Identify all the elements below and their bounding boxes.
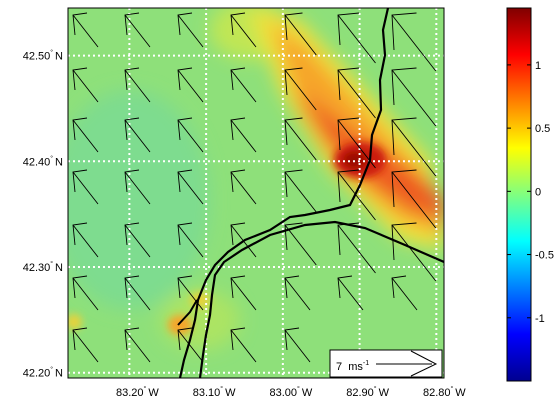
- coastline-east: [178, 8, 390, 378]
- wind-arrow-16: [177, 117, 204, 153]
- wind-arrow-5: [337, 12, 376, 64]
- wind-arrow-38: [230, 275, 257, 311]
- wind-arrow-8: [124, 67, 151, 103]
- wind-arrow-44: [177, 327, 204, 363]
- lat-label-2: 42.30° N: [23, 260, 63, 274]
- lon-label-4: 82.80° W: [423, 385, 466, 399]
- coastline-west: [198, 220, 444, 378]
- latitude-labels: 42.50° N 42.40° N 42.30° N 42.20° N: [23, 49, 63, 380]
- lat-label-3: 42.20° N: [23, 366, 63, 380]
- wind-arrow-45: [230, 327, 257, 363]
- wind-arrow-19: [337, 117, 376, 169]
- wind-arrow-34: [391, 222, 437, 282]
- wind-arrow-17: [230, 117, 257, 153]
- wind-arrow-40: [337, 275, 364, 311]
- wind-arrow-37: [177, 275, 204, 311]
- colorbar-label-2: 0: [535, 186, 541, 198]
- wind-arrow-6: [391, 12, 437, 72]
- scale-arrow-exponent: -1: [363, 360, 369, 367]
- wind-arrow-23: [177, 169, 204, 205]
- wind-arrow-7: [72, 67, 99, 103]
- wind-arrow-14: [72, 117, 99, 153]
- wind-arrow-29: [124, 222, 151, 258]
- wind-arrow-10: [230, 67, 257, 103]
- wind-arrow-2: [177, 12, 204, 48]
- wind-arrow-46: [284, 327, 311, 363]
- wind-arrow-26: [337, 169, 376, 221]
- coastline: [177, 8, 444, 378]
- scale-arrow-unit: ms: [348, 361, 363, 373]
- wind-arrow-9: [177, 67, 204, 103]
- wind-arrow-1: [124, 12, 151, 48]
- wind-arrow-4: [284, 12, 317, 56]
- wind-arrow-28: [72, 222, 99, 258]
- lon-label-2: 83.00° W: [269, 385, 312, 399]
- colorbar-ticks: 1 0.5 0 -0.5 -1: [507, 60, 554, 325]
- colorbar-gradient: [506, 7, 532, 382]
- scale-arrow-value: 7: [336, 361, 342, 373]
- wind-arrow-27: [391, 169, 437, 229]
- wind-arrow-32: [284, 222, 317, 266]
- lon-label-1: 83.10° W: [193, 385, 236, 399]
- lat-label-0: 42.50° N: [23, 49, 63, 63]
- coastline-island: [177, 299, 198, 326]
- wind-arrow-20: [391, 117, 437, 177]
- wind-arrow-15: [124, 117, 151, 153]
- svg-text:7 ms-1: 7 ms-1: [336, 360, 369, 373]
- wind-arrow-12: [337, 67, 376, 119]
- wind-arrow-11: [284, 67, 317, 111]
- wind-arrow-43: [124, 327, 151, 363]
- lon-label-0: 83.20° W: [116, 385, 159, 399]
- wind-arrow-33: [337, 222, 376, 274]
- wind-arrow-30: [177, 222, 204, 258]
- wind-arrow-41: [391, 275, 418, 311]
- wind-arrow-31: [230, 222, 257, 258]
- lat-label-1: 42.40° N: [23, 154, 63, 168]
- wind-arrow-36: [124, 275, 151, 311]
- wind-arrow-35: [72, 275, 99, 311]
- wind-arrow-13: [391, 67, 437, 127]
- map-panel: 7 ms-1 42.50° N 42.40° N 42.30° N 42.20° N 83.2…: [23, 7, 466, 399]
- wind-arrow-25: [284, 169, 317, 213]
- scale-arrow-box: 7 ms-1: [329, 349, 443, 378]
- wind-arrow-21: [72, 169, 99, 205]
- colorbar: 1 0.5 0 -0.5 -1: [506, 7, 554, 382]
- wind-arrow-39: [284, 275, 311, 311]
- scale-arrow-icon: [376, 350, 438, 377]
- wind-arrow-22: [124, 169, 151, 205]
- wind-arrow-0: [72, 12, 99, 48]
- wind-arrow-24: [230, 169, 257, 205]
- colorbar-label-1: 0.5: [535, 123, 550, 135]
- lon-label-3: 82.90° W: [346, 385, 389, 399]
- wind-vectors: [72, 12, 437, 363]
- longitude-labels: 83.20° W 83.10° W 83.00° W 82.90° W 82.80° W: [116, 385, 466, 399]
- map-frame: [67, 7, 445, 379]
- colorbar-label-3: -0.5: [535, 250, 554, 262]
- wind-arrow-42: [72, 327, 99, 363]
- wind-arrow-3: [230, 12, 257, 48]
- colorbar-label-4: -1: [535, 313, 545, 325]
- wind-arrow-18: [284, 117, 317, 161]
- colorbar-label-0: 1: [535, 60, 541, 72]
